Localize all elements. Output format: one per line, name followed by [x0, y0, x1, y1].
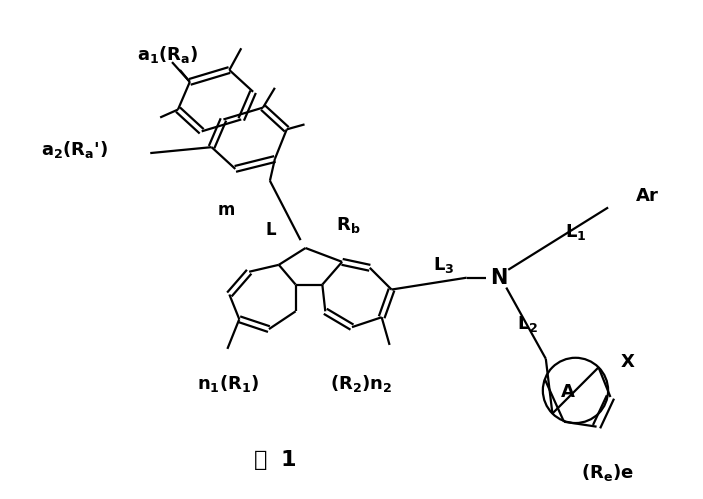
- Text: $\mathbf{n_1(R_1)}$: $\mathbf{n_1(R_1)}$: [197, 373, 259, 394]
- Text: $\mathbf{(R_2)n_2}$: $\mathbf{(R_2)n_2}$: [330, 373, 393, 394]
- Text: $\mathbf{X}$: $\mathbf{X}$: [620, 353, 636, 371]
- Text: $\mathbf{L_2}$: $\mathbf{L_2}$: [517, 314, 538, 334]
- Text: $\mathbf{L_3}$: $\mathbf{L_3}$: [433, 255, 455, 275]
- Text: A: A: [560, 383, 574, 401]
- Text: $\mathbf{L}$: $\mathbf{L}$: [265, 221, 277, 239]
- Text: $\mathbf{R_b}$: $\mathbf{R_b}$: [336, 215, 360, 235]
- Text: $\mathbf{a_1(R_a)}$: $\mathbf{a_1(R_a)}$: [137, 44, 199, 65]
- Text: $\mathbf{(R_e)e}$: $\mathbf{(R_e)e}$: [581, 462, 633, 483]
- Text: $\mathbf{L_1}$: $\mathbf{L_1}$: [565, 222, 586, 242]
- Text: $\mathbf{Ar}$: $\mathbf{Ar}$: [635, 187, 659, 205]
- Text: 式: 式: [254, 450, 268, 470]
- Text: $\mathbf{a_2(R_a}$'$\mathbf{)}$: $\mathbf{a_2(R_a}$'$\mathbf{)}$: [41, 139, 108, 160]
- Text: N: N: [490, 267, 507, 288]
- Text: 1: 1: [281, 450, 297, 470]
- Text: $\mathbf{m}$: $\mathbf{m}$: [217, 202, 236, 220]
